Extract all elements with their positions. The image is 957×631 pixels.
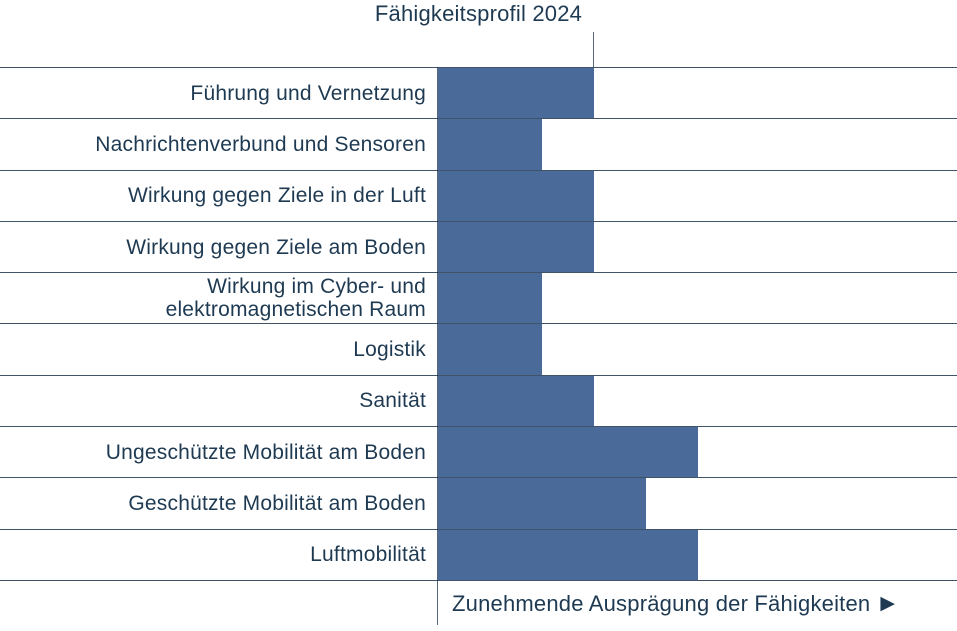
chart-row: Wirkung gegen Ziele in der Luft xyxy=(0,169,957,221)
capability-bar xyxy=(438,170,594,221)
capability-bar xyxy=(438,221,594,273)
category-label: Führung und Vernetzung xyxy=(0,68,432,118)
chart-row: Führung und Vernetzung xyxy=(0,67,957,119)
category-label-text: Nachrichtenverbund und Sensoren xyxy=(95,132,426,156)
chart-row: Geschützte Mobilität am Boden xyxy=(0,477,957,529)
chart-row: Ungeschützte Mobilität am Boden xyxy=(0,426,957,478)
chart-row: Nachrichtenverbund und Sensoren xyxy=(0,118,957,170)
category-label: Wirkung im Cyber- und elektromagnetische… xyxy=(0,273,432,323)
category-label: Wirkung gegen Ziele in der Luft xyxy=(0,171,432,221)
arrow-right-icon: ▶ xyxy=(880,593,896,614)
category-label: Ungeschützte Mobilität am Boden xyxy=(0,427,432,477)
category-label-text: Luftmobilität xyxy=(310,543,426,567)
capability-bar xyxy=(438,273,542,324)
category-label-text: Wirkung im Cyber- und elektromagnetische… xyxy=(165,275,426,322)
category-label: Nachrichtenverbund und Sensoren xyxy=(0,119,432,169)
capability-bar xyxy=(438,427,698,478)
capability-bar xyxy=(438,529,698,580)
category-label: Luftmobilität xyxy=(0,530,432,580)
capability-bar xyxy=(438,68,594,119)
capability-bar xyxy=(438,324,542,375)
category-label: Geschützte Mobilität am Boden xyxy=(0,478,432,528)
reference-tick-line xyxy=(593,32,594,67)
chart-row: Logistik xyxy=(0,323,957,375)
category-label-text: Wirkung gegen Ziele am Boden xyxy=(126,235,426,259)
chart-rows: Führung und Vernetzung Nachrichtenverbund… xyxy=(0,67,957,581)
category-label-text: Logistik xyxy=(353,338,426,362)
category-label: Sanität xyxy=(0,376,432,426)
chart-row: Wirkung im Cyber- und elektromagnetische… xyxy=(0,272,957,324)
chart-row: Sanität xyxy=(0,374,957,427)
chart-row: Luftmobilität xyxy=(0,528,957,580)
x-axis-label: Zunehmende Ausprägung der Fähigkeiten xyxy=(452,590,871,616)
capability-bar xyxy=(438,478,646,529)
y-axis-line xyxy=(437,67,438,625)
capability-bar xyxy=(438,119,542,170)
x-axis-label-row: Zunehmende Ausprägung der Fähigkeiten ▶ xyxy=(438,580,957,627)
category-label-text: Geschützte Mobilität am Boden xyxy=(128,492,426,516)
capability-bar xyxy=(438,375,594,427)
category-label: Logistik xyxy=(0,324,432,374)
category-label-text: Sanität xyxy=(359,389,426,413)
category-label-text: Wirkung gegen Ziele in der Luft xyxy=(127,184,426,208)
category-label: Wirkung gegen Ziele am Boden xyxy=(0,222,432,272)
category-label-text: Ungeschützte Mobilität am Boden xyxy=(105,440,426,464)
chart-title: Fähigkeitsprofil 2024 xyxy=(374,1,583,26)
chart-row: Wirkung gegen Ziele am Boden xyxy=(0,220,957,273)
category-label-text: Führung und Vernetzung xyxy=(190,81,426,105)
